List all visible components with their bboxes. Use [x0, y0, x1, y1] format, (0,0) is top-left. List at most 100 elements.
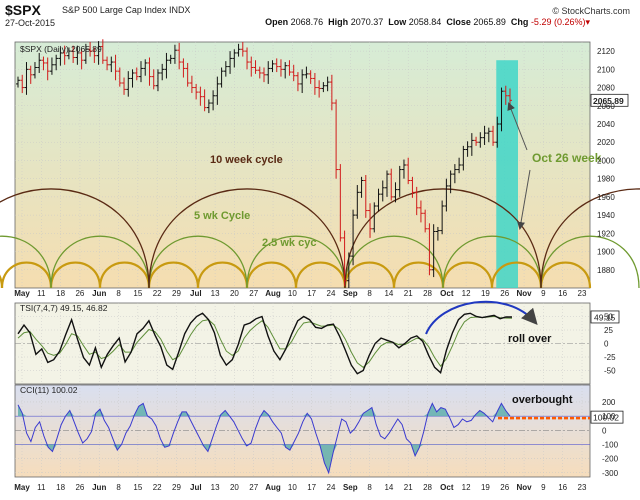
x-tick-label: 10	[288, 483, 297, 492]
close-value: 2065.89	[473, 17, 506, 27]
x-tick-label: 22	[153, 483, 162, 492]
high-value: 2070.37	[350, 17, 384, 27]
x-tick-label: 19	[481, 289, 490, 298]
cycle-10wk-arc	[344, 188, 542, 289]
price-y-tick-label: 2100	[597, 65, 615, 74]
x-tick-label: May	[14, 483, 30, 492]
tsi-y-tick-label: 50	[604, 313, 613, 322]
price-y-tick-label: 1900	[597, 248, 615, 257]
low-value: 2058.84	[408, 17, 442, 27]
tsi-y-tick-label: 25	[604, 326, 613, 335]
x-tick-label: 8	[116, 483, 121, 492]
overbought-label: overbought	[512, 394, 573, 406]
x-tick-label: 22	[153, 289, 162, 298]
price-last-value-box	[590, 93, 629, 107]
cycle-5wk-arc	[246, 235, 346, 289]
x-tick-label: May	[14, 289, 30, 298]
cycle-10wk-arc	[0, 188, 150, 289]
x-tick-label: 27	[249, 289, 258, 298]
close-label: Close	[446, 17, 471, 27]
roll-over-arc	[425, 300, 538, 335]
cycle-2-5wk-arc	[196, 261, 249, 289]
x-tick-label: Oct	[440, 289, 454, 298]
exchange-code: INDX	[168, 5, 191, 15]
x-tick-label: Sep	[343, 289, 358, 298]
cci-y-tick-label: -100	[602, 440, 619, 449]
tsi-last-value-box	[590, 310, 620, 324]
x-tick-label: 16	[558, 289, 567, 298]
cycle-5wk-label: 5 wk Cycle	[194, 210, 250, 222]
cycle-5wk-arc	[0, 235, 52, 289]
cci-y-tick-label: 200	[602, 398, 616, 407]
x-tick-label: 28	[423, 483, 432, 492]
roll-over-label: roll over	[508, 333, 552, 345]
x-tick-label: 13	[211, 483, 220, 492]
cci-y-tick-label: -200	[602, 455, 619, 464]
x-tick-label: 17	[307, 289, 316, 298]
price-y-tick-label: 1880	[597, 266, 615, 275]
x-tick-label: Jun	[92, 483, 106, 492]
tsi-last-value: 49.15	[594, 312, 616, 322]
x-tick-label: 9	[541, 483, 546, 492]
tsi-y-tick-label: -25	[604, 353, 616, 362]
x-tick-label: 15	[133, 289, 142, 298]
x-tick-label: 12	[462, 483, 471, 492]
cci-overbought-fill	[18, 403, 510, 417]
cycle-2-5wk-arc	[147, 261, 200, 289]
price-panel-label: $SPX (Daily) 2065.89	[20, 44, 102, 54]
x-tick-label: 14	[384, 289, 393, 298]
ohlc-summary: Open 2068.76 High 2070.37 Low 2058.84 Cl…	[265, 17, 590, 28]
x-tick-label: 24	[327, 483, 336, 492]
x-tick-label: 8	[116, 289, 121, 298]
cci-panel	[14, 384, 591, 478]
cycle-2-5wk-arc	[0, 261, 53, 289]
cycle-2-5wk-arc	[441, 261, 494, 289]
x-tick-label: 14	[384, 483, 393, 492]
cycle-5wk-arc	[442, 235, 542, 289]
price-y-tick-label: 2040	[597, 120, 615, 129]
x-tick-label: Sep	[343, 483, 358, 492]
cycle-10wk-label: 10 week cycle	[210, 154, 283, 166]
x-tick-label: 26	[500, 289, 509, 298]
x-tick-label: 10	[288, 289, 297, 298]
tsi-line	[17, 312, 512, 375]
cycle-2-5wk-arc	[49, 261, 102, 289]
x-tick-label: 12	[462, 289, 471, 298]
oct26-arrow-up	[507, 102, 528, 151]
x-tick-label: 26	[500, 483, 509, 492]
x-tick-label: 8	[367, 483, 372, 492]
x-tick-label: 11	[37, 483, 46, 492]
cycle-2-5wk-arc	[294, 261, 347, 289]
cycle-2-5wk-label: 2.5 wk cyc	[262, 237, 316, 249]
x-tick-label: 24	[327, 289, 336, 298]
price-y-tick-label: 1920	[597, 229, 615, 238]
chg-value: -5.29 (0.26%)	[530, 17, 586, 27]
cycle-2-5wk-arc	[245, 261, 298, 289]
x-tick-label: 19	[481, 483, 490, 492]
cci-y-tick-label: 0	[602, 426, 607, 435]
cycle-2-5wk-arc	[343, 261, 396, 289]
down-arrow-icon: ▾	[585, 17, 590, 27]
stockcharts-brand[interactable]: © StockCharts.com	[552, 6, 630, 16]
price-last-value: 2065.89	[593, 96, 624, 106]
x-tick-label: 21	[404, 289, 413, 298]
x-tick-label: Jun	[92, 289, 106, 298]
tsi-panel-label: TSI(7,4,7) 49.15, 46.82	[20, 303, 108, 313]
x-tick-label: 15	[133, 483, 142, 492]
price-y-tick-label: 2020	[597, 138, 615, 147]
price-y-tick-label: 2120	[597, 47, 615, 56]
chart-symbol: $SPX	[5, 2, 41, 18]
tsi-y-tick-label: -50	[604, 367, 616, 376]
open-value: 2068.76	[290, 17, 324, 27]
cycle-2-5wk-arc	[490, 261, 543, 289]
price-y-tick-label: 1980	[597, 175, 615, 184]
price-y-tick-label: 2080	[597, 84, 615, 93]
x-tick-label: 23	[578, 289, 587, 298]
x-tick-label: 17	[307, 483, 316, 492]
price-y-tick-label: 1940	[597, 211, 615, 220]
x-tick-label: Nov	[517, 289, 533, 298]
x-tick-label: 13	[211, 289, 220, 298]
chg-label: Chg	[510, 17, 529, 27]
cci-y-tick-label: -300	[602, 469, 619, 478]
